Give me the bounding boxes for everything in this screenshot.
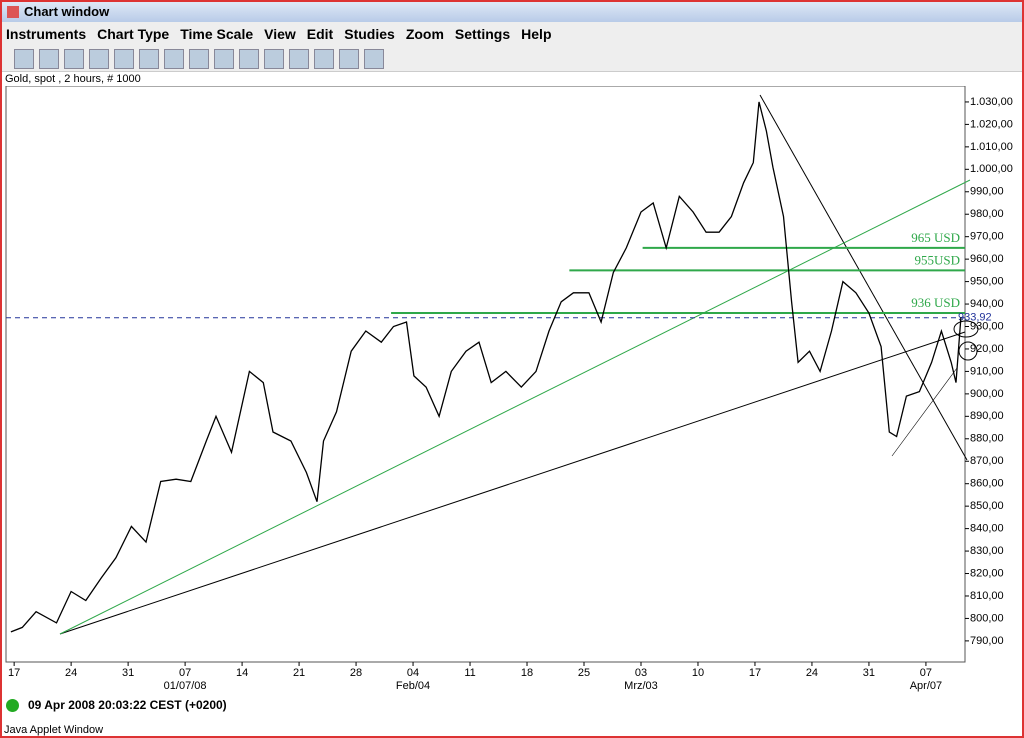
last-price-label: 933,92 xyxy=(958,312,992,324)
menu-item[interactable]: View xyxy=(264,26,296,42)
menu-item[interactable]: Chart Type xyxy=(97,26,170,42)
x-tick-label-secondary: Feb/04 xyxy=(396,680,430,692)
toolbar xyxy=(2,46,1022,72)
y-tick-label: 810,00 xyxy=(970,590,1004,602)
x-tick-label: 07 xyxy=(920,667,932,679)
tool-button[interactable] xyxy=(364,48,384,69)
menu-item[interactable]: Settings xyxy=(454,26,511,42)
y-tick-label: 940,00 xyxy=(970,298,1004,310)
plot-frame xyxy=(5,86,966,663)
menu-bar: Instruments Chart Type Time Scale View Edit S… xyxy=(2,22,1022,46)
tool-button[interactable] xyxy=(339,48,359,69)
y-tick-label: 860,00 xyxy=(970,478,1004,490)
level-label: 955USD xyxy=(914,252,960,267)
x-tick-label-secondary: Mrz/03 xyxy=(624,680,658,692)
tool-button[interactable] xyxy=(89,48,109,69)
y-tick-label: 990,00 xyxy=(970,186,1004,198)
tool-button[interactable] xyxy=(14,48,34,69)
trend-line xyxy=(759,94,968,461)
x-tick-label: 17 xyxy=(749,667,761,679)
tool-button[interactable] xyxy=(214,48,234,69)
x-tick-label-secondary: Apr/07 xyxy=(910,680,942,692)
x-tick-label: 25 xyxy=(578,667,590,679)
title-bar: Chart window xyxy=(2,2,1022,22)
x-tick-label: 24 xyxy=(65,667,77,679)
footer-text: Java Applet Window xyxy=(4,724,104,736)
tool-button[interactable] xyxy=(289,48,309,69)
chart: 790,00 800,00 810,00 820,00 830,00 840,00 850,… xyxy=(5,86,1013,692)
level-label: 965 USD xyxy=(911,230,960,245)
x-tick-label: 10 xyxy=(692,667,704,679)
tool-button[interactable] xyxy=(164,48,184,69)
x-tick-label: 14 xyxy=(236,667,248,679)
trend-line xyxy=(59,331,966,635)
x-tick-label: 17 xyxy=(8,667,20,679)
trend-line xyxy=(59,179,971,635)
x-tick-label: 04 xyxy=(407,667,419,679)
y-tick-label: 850,00 xyxy=(970,500,1004,512)
y-tick-label: 880,00 xyxy=(970,433,1004,445)
menu-item[interactable]: Studies xyxy=(344,26,395,42)
tool-button[interactable] xyxy=(114,48,134,69)
tool-button[interactable] xyxy=(314,48,334,69)
y-tick-label: 1.000,00 xyxy=(970,163,1013,175)
y-tick-label: 970,00 xyxy=(970,231,1004,243)
x-tick-label: 31 xyxy=(122,667,134,679)
tool-button[interactable] xyxy=(64,48,84,69)
y-tick-label: 890,00 xyxy=(970,410,1004,422)
x-tick-label: 31 xyxy=(863,667,875,679)
x-tick-label-secondary: 01/07/08 xyxy=(164,680,207,692)
menu-item[interactable]: Zoom xyxy=(405,26,444,42)
menu-item[interactable]: Edit xyxy=(306,26,334,42)
tool-button[interactable] xyxy=(39,48,59,69)
x-tick-label: 03 xyxy=(635,667,647,679)
x-tick-label: 07 xyxy=(179,667,191,679)
y-tick-label: 980,00 xyxy=(970,208,1004,220)
price-line xyxy=(10,101,962,633)
window-title: Chart window xyxy=(24,4,110,19)
menu-item[interactable]: Instruments xyxy=(6,26,87,42)
x-tick-label: 18 xyxy=(521,667,533,679)
chart-subtitle: Gold, spot , 2 hours, # 1000 xyxy=(5,73,141,85)
x-tick-label: 11 xyxy=(464,667,475,679)
y-tick-label: 900,00 xyxy=(970,388,1004,400)
status-text: 09 Apr 2008 20:03:22 CEST (+0200) xyxy=(2,698,227,712)
x-tick-label: 24 xyxy=(806,667,818,679)
x-tick-label: 21 xyxy=(293,667,305,679)
y-tick-label: 830,00 xyxy=(970,545,1004,557)
y-tick-label: 910,00 xyxy=(970,365,1004,377)
y-tick-label: 840,00 xyxy=(970,523,1004,535)
tool-button[interactable] xyxy=(264,48,284,69)
y-tick-label: 1.010,00 xyxy=(970,141,1013,153)
y-tick-label: 1.020,00 xyxy=(970,118,1013,130)
menu-item[interactable]: Help xyxy=(521,26,552,42)
y-tick-label: 920,00 xyxy=(970,343,1004,355)
y-tick-label: 930,00 xyxy=(970,320,1004,332)
y-tick-label: 1.030,00 xyxy=(970,96,1013,108)
tool-button[interactable] xyxy=(139,48,159,69)
y-tick-label: 950,00 xyxy=(970,275,1004,287)
y-tick-label: 960,00 xyxy=(970,253,1004,265)
y-tick-label: 870,00 xyxy=(970,455,1004,467)
tool-button[interactable] xyxy=(239,48,259,69)
marker-ellipse xyxy=(953,320,979,338)
menu-item[interactable]: Time Scale xyxy=(180,26,254,42)
y-tick-label: 790,00 xyxy=(970,635,1004,647)
trend-line xyxy=(891,367,958,457)
x-tick-label: 28 xyxy=(350,667,362,679)
y-tick-label: 820,00 xyxy=(970,567,1004,579)
level-label: 936 USD xyxy=(911,295,960,310)
y-tick-label: 800,00 xyxy=(970,612,1004,624)
tool-button[interactable] xyxy=(189,48,209,69)
